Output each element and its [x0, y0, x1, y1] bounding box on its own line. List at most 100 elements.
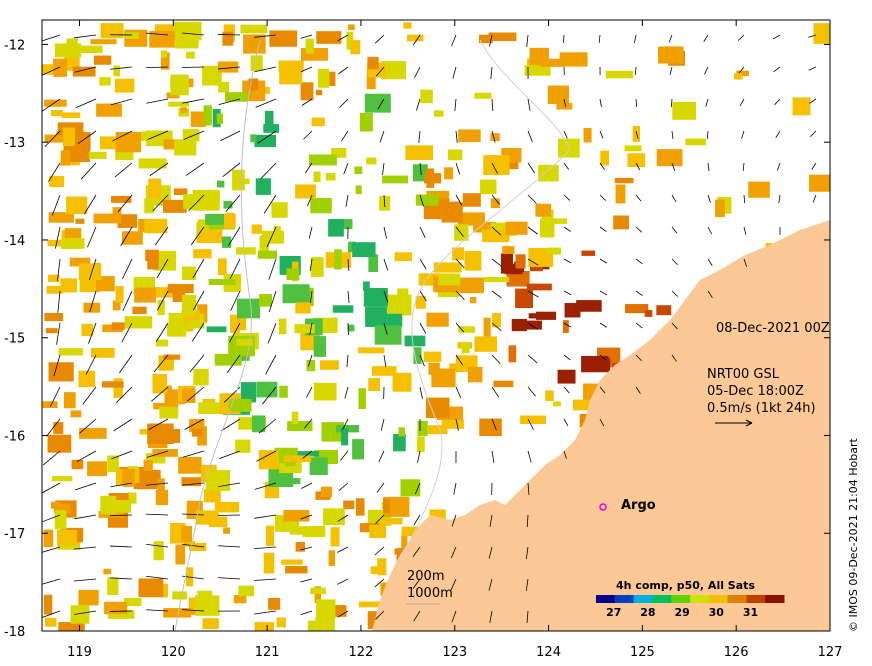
current-vector	[563, 258, 572, 264]
sst-pixel	[278, 318, 287, 335]
current-vector	[222, 162, 241, 178]
sst-pixel	[417, 420, 428, 437]
sst-pixel	[367, 69, 382, 78]
sst-pixel	[46, 285, 63, 294]
sst-pixel	[511, 318, 527, 332]
current-vector	[491, 226, 502, 236]
sst-pixel	[63, 392, 76, 409]
sst-pixel	[403, 22, 412, 29]
sst-pixel	[363, 281, 370, 291]
current-vector	[87, 226, 97, 248]
current-vectors	[42, 32, 817, 623]
sst-pixel	[155, 489, 169, 506]
current-vector	[74, 610, 97, 615]
sst-pixel	[315, 89, 323, 96]
current-vector	[310, 290, 313, 303]
current-vector	[635, 386, 641, 394]
colorbar-tick-label: 30	[708, 606, 724, 619]
sst-pixel	[54, 510, 67, 530]
sst-pixel	[473, 221, 497, 233]
sst-pixel	[328, 550, 336, 566]
current-vector	[738, 66, 745, 74]
current-vector	[305, 162, 313, 174]
sst-pixel	[307, 620, 334, 631]
current-vector	[455, 418, 459, 431]
current-vector	[635, 290, 643, 296]
sst-pixel	[427, 425, 448, 435]
current-vector	[149, 162, 169, 176]
sst-pixel	[368, 254, 379, 273]
sst-pixel	[358, 388, 366, 410]
sst-pixel	[352, 439, 364, 460]
current-vector	[635, 130, 639, 139]
sst-pixel	[370, 566, 379, 574]
sst-pixel	[263, 124, 280, 133]
sst-pixel	[657, 46, 684, 64]
sst-pixel	[364, 93, 391, 113]
sst-pixel	[480, 179, 497, 195]
sst-pixel	[334, 249, 342, 270]
current-vector	[488, 578, 493, 591]
sst-pixel	[311, 117, 325, 127]
sst-pixel	[172, 591, 188, 600]
sst-pixel	[325, 605, 347, 617]
current-vector	[190, 226, 205, 246]
sst-pixel	[310, 587, 326, 595]
sst-pixel	[170, 74, 189, 96]
sst-pixel	[70, 605, 90, 624]
current-vector	[300, 546, 313, 551]
current-vector	[307, 194, 313, 207]
current-vector	[671, 226, 678, 234]
current-vector	[85, 354, 97, 375]
colorbar-segment	[746, 595, 766, 603]
sst-pixel	[208, 278, 236, 286]
sst-pixel	[93, 213, 121, 224]
sst-pixel	[90, 39, 117, 45]
current-vector	[347, 290, 350, 303]
current-vector	[382, 162, 385, 175]
current-vector	[44, 130, 61, 148]
sst-pixel	[147, 423, 174, 444]
current-vector	[268, 258, 277, 280]
sst-pixel	[160, 52, 170, 70]
sst-pixel	[240, 382, 257, 403]
current-vector	[452, 66, 457, 79]
current-vector	[218, 66, 241, 70]
sst-pixel	[279, 462, 302, 474]
sst-pixel	[138, 218, 150, 232]
current-vector	[53, 354, 61, 377]
sst-pixel	[175, 38, 199, 49]
current-vector	[220, 130, 241, 142]
sst-pixel	[632, 126, 641, 142]
current-vector	[419, 322, 427, 334]
current-vector	[88, 322, 97, 344]
sst-pixel	[44, 617, 57, 627]
current-vector	[635, 194, 642, 202]
x-tick-label: 120	[161, 645, 186, 660]
sst-pixel	[398, 427, 405, 437]
current-vector	[563, 162, 570, 170]
sst-pixel	[157, 478, 165, 494]
sst-pixel	[217, 258, 227, 275]
sst-pixel	[190, 111, 207, 127]
current-vector	[146, 450, 169, 458]
current-vector	[192, 258, 205, 279]
current-vector	[55, 226, 61, 249]
current-vector	[146, 609, 169, 612]
sst-pixel	[96, 103, 122, 117]
sst-pixel	[291, 411, 299, 424]
sst-pixel	[488, 32, 517, 42]
sst-pixel	[285, 565, 308, 574]
sst-pixel	[524, 65, 551, 76]
sst-pixel	[236, 247, 256, 255]
sst-pixel	[257, 250, 278, 259]
current-vector	[527, 386, 536, 397]
sst-pixel	[423, 201, 442, 220]
colorbar-segment	[690, 595, 710, 603]
sst-pixel	[748, 181, 770, 198]
sst-pixel	[258, 450, 279, 470]
current-vector	[707, 194, 711, 203]
current-vector	[563, 130, 568, 139]
current-vector	[383, 290, 389, 303]
sst-pixel	[162, 199, 187, 213]
